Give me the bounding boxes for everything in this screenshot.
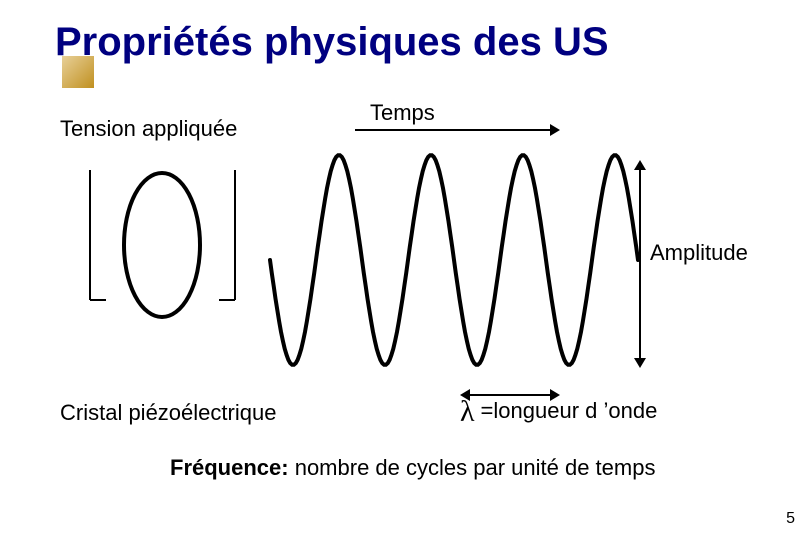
diagram-canvas xyxy=(0,0,810,540)
slide: Propriétés physiques des US Tension appl… xyxy=(0,0,810,540)
